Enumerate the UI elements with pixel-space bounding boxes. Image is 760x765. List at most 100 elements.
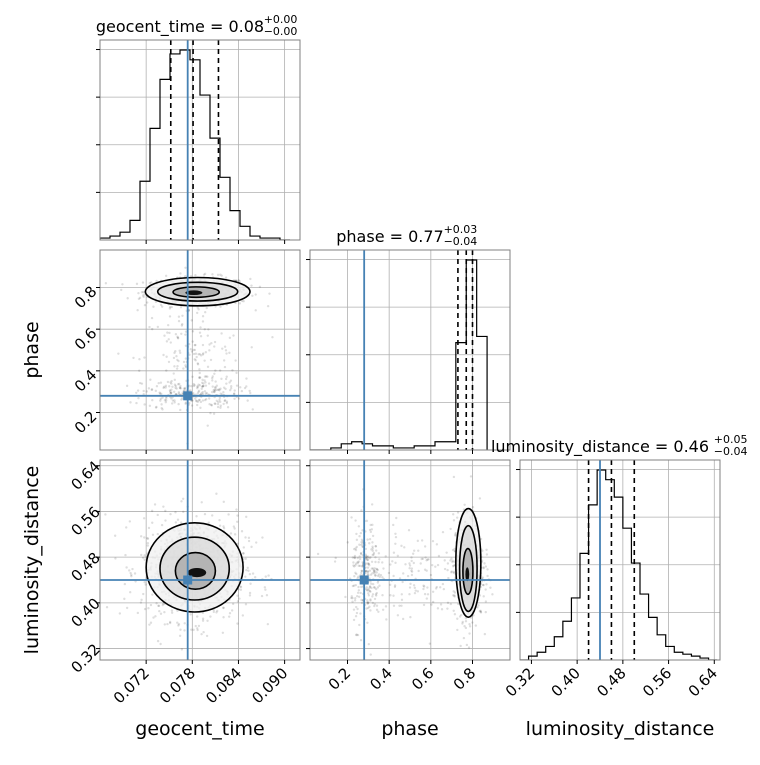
- sample-point: [401, 617, 405, 621]
- sample-point: [378, 575, 382, 579]
- sample-point: [365, 607, 368, 610]
- sample-point: [197, 390, 200, 394]
- sample-point: [426, 593, 430, 596]
- contour-line: [174, 551, 217, 590]
- sample-point: [394, 535, 398, 539]
- sample-point: [200, 392, 203, 395]
- sample-point: [212, 389, 215, 392]
- sample-point: [136, 611, 140, 615]
- sample-point: [414, 589, 417, 592]
- sample-point: [371, 541, 374, 544]
- x-tick-label: 0.078: [156, 664, 199, 707]
- sample-point: [353, 565, 356, 568]
- sample-point: [155, 602, 158, 605]
- sample-point: [352, 608, 356, 611]
- sample-point: [229, 379, 233, 382]
- sample-point: [456, 516, 459, 519]
- sample-point: [446, 562, 450, 565]
- sample-point: [166, 331, 169, 334]
- sample-point: [181, 314, 184, 318]
- sample-point: [373, 604, 376, 608]
- sample-point: [216, 405, 220, 409]
- sample-point: [350, 596, 353, 600]
- sample-point: [360, 601, 364, 605]
- sample-point: [467, 646, 471, 649]
- sample-point: [381, 561, 384, 564]
- sample-point: [179, 384, 182, 388]
- sample-point: [458, 615, 462, 618]
- sample-point: [128, 569, 131, 572]
- sample-point: [195, 399, 198, 403]
- sample-point: [210, 341, 213, 345]
- sample-point: [238, 280, 241, 283]
- sample-point: [368, 542, 371, 545]
- y-tick-label: 0.64: [67, 457, 103, 493]
- sample-point: [266, 304, 270, 308]
- sample-point: [422, 584, 425, 587]
- sample-point: [451, 565, 455, 568]
- sample-point: [188, 353, 191, 357]
- sample-point: [117, 352, 120, 355]
- sample-point: [358, 564, 362, 568]
- sample-point: [483, 632, 487, 636]
- sample-point: [201, 617, 205, 620]
- sample-point: [366, 570, 370, 573]
- sample-point: [481, 549, 484, 552]
- sample-point: [263, 586, 267, 589]
- sample-point: [258, 285, 262, 288]
- sample-point: [456, 628, 459, 632]
- sample-point: [364, 570, 368, 573]
- sample-point: [393, 585, 397, 589]
- sample-point: [147, 607, 150, 610]
- sample-point: [143, 303, 147, 307]
- sample-point: [369, 599, 372, 602]
- sample-point: [123, 582, 127, 586]
- sample-point: [173, 383, 177, 386]
- sample-point: [359, 591, 362, 595]
- sample-point: [174, 386, 177, 389]
- sample-point: [368, 569, 372, 572]
- sample-point: [369, 523, 372, 527]
- sample-point: [194, 397, 197, 400]
- sample-point: [143, 607, 147, 611]
- sample-point: [357, 525, 361, 528]
- sample-point: [359, 552, 363, 556]
- sample-point: [177, 319, 181, 323]
- sample-point: [357, 585, 360, 589]
- sample-point: [149, 603, 153, 607]
- sample-point: [452, 594, 455, 597]
- sample-point: [229, 387, 233, 390]
- sample-point: [474, 624, 478, 627]
- sample-point: [148, 281, 152, 285]
- sample-point: [398, 604, 401, 607]
- x-tick-label: 0.072: [110, 664, 153, 707]
- sample-point: [371, 567, 375, 570]
- sample-point: [222, 616, 225, 619]
- sample-point: [460, 613, 463, 617]
- sample-point: [388, 583, 392, 587]
- sample-point: [201, 390, 204, 394]
- sample-point: [201, 314, 205, 318]
- sample-point: [453, 594, 456, 597]
- sample-point: [201, 385, 204, 388]
- sample-point: [479, 610, 483, 614]
- sample-point: [369, 530, 373, 534]
- sample-point: [182, 360, 186, 364]
- sample-point: [177, 624, 180, 627]
- sample-point: [225, 352, 228, 355]
- sample-point: [164, 519, 167, 522]
- sample-point: [392, 594, 395, 597]
- sample-point: [374, 593, 378, 596]
- sample-point: [355, 633, 358, 637]
- sample-point: [372, 569, 376, 572]
- sample-point: [104, 282, 108, 285]
- sample-point: [204, 381, 207, 384]
- sample-point: [173, 401, 176, 404]
- sample-point: [227, 513, 230, 516]
- sample-point: [130, 575, 133, 578]
- sample-point: [372, 569, 376, 572]
- sample-point: [150, 281, 153, 284]
- sample-point: [174, 333, 178, 336]
- sample-point: [161, 602, 165, 605]
- sample-point: [355, 532, 358, 536]
